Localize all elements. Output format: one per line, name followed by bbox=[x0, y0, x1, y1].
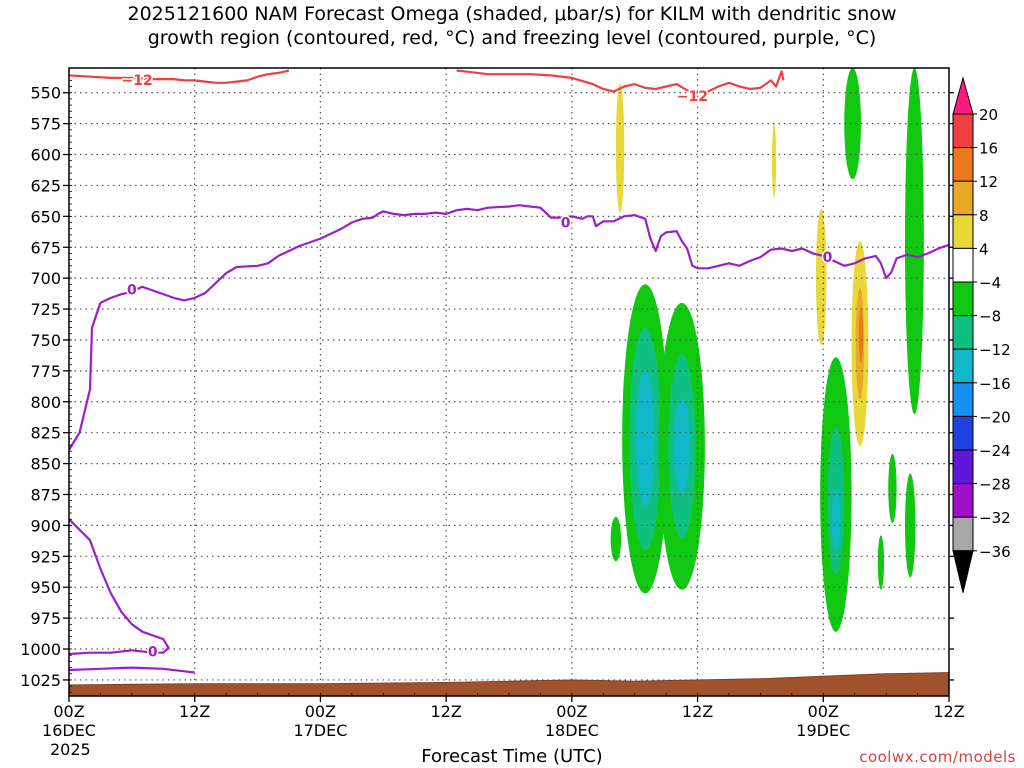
terrain-surface bbox=[69, 672, 949, 696]
colorbar-label-9: −20 bbox=[979, 408, 1011, 426]
plot-area: −12 −12 0 0 0 0 bbox=[69, 68, 949, 696]
colorbar-box-4 bbox=[952, 247, 974, 283]
omega-shade-18 bbox=[815, 208, 827, 345]
colorbar-label-5: −4 bbox=[979, 274, 1001, 292]
colorbar-box-2 bbox=[952, 180, 974, 216]
y-tick-label-17: 975 bbox=[30, 609, 61, 628]
x-tick-date-6: 19DEC bbox=[796, 721, 850, 740]
colorbar-label-6: −8 bbox=[979, 308, 1001, 326]
colorbar-box-10 bbox=[952, 449, 974, 485]
y-tick-label-5: 675 bbox=[30, 238, 61, 257]
y-tick-label-3: 625 bbox=[30, 176, 61, 195]
freezing-level-label-3: 0 bbox=[148, 644, 158, 660]
colorbar-box-12 bbox=[952, 516, 974, 552]
colorbar-box-1 bbox=[952, 147, 974, 182]
y-tick-label-18: 1000 bbox=[20, 640, 61, 659]
dgz-contour-2 bbox=[780, 70, 785, 81]
omega-shade-13 bbox=[905, 473, 916, 578]
y-tick-label-6: 700 bbox=[30, 269, 61, 288]
omega-shade-11 bbox=[888, 453, 897, 523]
freezing-level-label-0: 0 bbox=[127, 282, 137, 298]
y-tick-label-15: 925 bbox=[30, 547, 61, 566]
y-tick-label-10: 800 bbox=[30, 393, 61, 412]
axes: 550 575 600 625 650 675 700 725 750 775 800 825 850 8… bbox=[20, 67, 965, 759]
dgz-contour-0 bbox=[69, 69, 290, 84]
dgz-contour-label-0: −12 bbox=[121, 73, 152, 89]
y-tick-label-2: 600 bbox=[30, 146, 61, 165]
y-tick-label-16: 950 bbox=[30, 578, 61, 597]
colorbar-label-0: 20 bbox=[979, 106, 998, 124]
omega-shade-21 bbox=[858, 307, 864, 363]
omega-shade-7 bbox=[610, 516, 622, 562]
y-tick-label-1: 575 bbox=[30, 115, 61, 134]
dgz-contour-label-1: −12 bbox=[677, 89, 708, 105]
y-tick-label-4: 650 bbox=[30, 207, 61, 226]
colorbar-label-7: −12 bbox=[979, 341, 1011, 359]
x-axis-label: Forecast Time (UTC) bbox=[421, 746, 603, 767]
colorbar-top-arrow bbox=[952, 76, 974, 115]
y-tick-label-14: 900 bbox=[30, 516, 61, 535]
colorbar-label-11: −28 bbox=[979, 476, 1011, 494]
x-tick-date-4: 18DEC bbox=[545, 721, 599, 740]
colorbar-box-5 bbox=[952, 281, 974, 317]
colorbar-box-0 bbox=[952, 113, 974, 149]
colorbar-label-3: 8 bbox=[979, 207, 989, 225]
y-tick-label-7: 725 bbox=[30, 300, 61, 319]
freezing-level-label-2: 0 bbox=[823, 250, 833, 266]
colorbar-box-7 bbox=[952, 348, 974, 384]
x-tick-label-7: 12Z bbox=[933, 702, 964, 721]
colorbar-box-3 bbox=[952, 214, 974, 249]
freezing-level-label-1: 0 bbox=[561, 216, 571, 232]
credit-text: coolwx.com/models bbox=[859, 748, 1016, 766]
y-tick-label-13: 875 bbox=[30, 485, 61, 504]
freezing-level-upper bbox=[69, 204, 949, 451]
colorbar-box-11 bbox=[952, 483, 974, 518]
omega-shade-16 bbox=[615, 84, 625, 213]
colorbar-label-2: 12 bbox=[979, 173, 998, 191]
colorbar-box-9 bbox=[952, 415, 974, 451]
x-tick-date-0: 16DEC bbox=[42, 721, 96, 740]
x-tick-label-4: 00Z bbox=[556, 702, 587, 721]
x-tick-label-1: 12Z bbox=[179, 702, 210, 721]
y-tick-label-0: 550 bbox=[30, 84, 61, 103]
colorbar-label-4: 4 bbox=[979, 240, 989, 258]
y-tick-label-9: 775 bbox=[30, 362, 61, 381]
colorbar-box-6 bbox=[952, 315, 974, 350]
colorbar-label-8: −16 bbox=[979, 375, 1011, 393]
chart-title-line1: 2025121600 NAM Forecast Omega (shaded, μ… bbox=[127, 3, 897, 25]
colorbar-label-13: −36 bbox=[979, 543, 1011, 561]
x-tick-label-5: 12Z bbox=[682, 702, 713, 721]
colorbar-bottom-arrow bbox=[952, 550, 974, 593]
x-tick-label-0: 00Z bbox=[53, 702, 84, 721]
y-tick-label-19: 1025 bbox=[20, 671, 61, 690]
omega-shade-10 bbox=[831, 488, 841, 551]
y-tick-label-12: 850 bbox=[30, 455, 61, 474]
plot-frame bbox=[68, 67, 950, 697]
omega-shade-15 bbox=[844, 68, 861, 180]
x-tick-label-6: 00Z bbox=[808, 702, 839, 721]
x-tick-label-3: 12Z bbox=[430, 702, 461, 721]
omega-shade-12 bbox=[877, 535, 885, 590]
y-tick-label-11: 825 bbox=[30, 424, 61, 443]
colorbar-label-1: 16 bbox=[979, 140, 998, 158]
colorbar: 20 16 12 8 4 −4 −8 −12 −16 −20 −24 −28 −32 −36 bbox=[952, 76, 1011, 593]
chart-title-line2: growth region (contoured, red, °C) and f… bbox=[147, 27, 877, 49]
dgz-contour-1 bbox=[456, 69, 783, 94]
omega-shade-14 bbox=[905, 68, 924, 415]
freezing-level-lower2 bbox=[69, 666, 195, 674]
colorbar-label-12: −32 bbox=[979, 509, 1011, 527]
omega-shade-3 bbox=[635, 370, 655, 507]
colorbar-box-8 bbox=[952, 382, 974, 417]
colorbar-label-10: −24 bbox=[979, 442, 1011, 460]
omega-shade-6 bbox=[673, 399, 691, 494]
x-tick-year-0: 2025 bbox=[50, 740, 91, 759]
x-tick-label-2: 00Z bbox=[305, 702, 336, 721]
freezing-level-lower1 bbox=[69, 518, 170, 656]
omega-shade-17 bbox=[771, 123, 777, 198]
x-tick-date-2: 17DEC bbox=[293, 721, 347, 740]
y-tick-label-8: 750 bbox=[30, 331, 61, 350]
